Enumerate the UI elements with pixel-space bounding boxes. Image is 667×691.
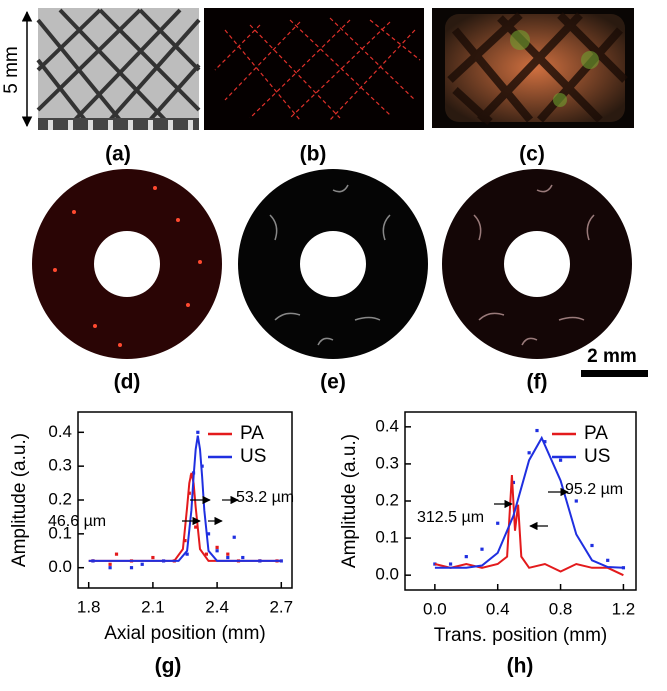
fit-line [434, 435, 624, 569]
panel-label: (f) [527, 371, 548, 394]
data-point [226, 552, 230, 556]
data-point [606, 558, 610, 562]
x-tick-label: 2.4 [205, 597, 229, 616]
y-tick-label: 0.4 [375, 416, 399, 435]
data-point [558, 458, 563, 462]
data-point [196, 430, 200, 434]
x-tick-label: 1.8 [77, 597, 101, 616]
data-point [194, 525, 198, 529]
y-tick-label: 0.0 [48, 557, 72, 576]
x-tick-label: 1.2 [612, 599, 636, 618]
data-point [183, 539, 187, 543]
data-point [496, 521, 500, 525]
data-point [621, 566, 626, 570]
data-point [279, 559, 283, 563]
image-pa [204, 8, 424, 130]
y-axis-label: Amplitude (a.u.) [339, 434, 360, 568]
data-point [226, 555, 230, 560]
legend-label: US [584, 446, 610, 467]
data-point [241, 555, 245, 560]
data-point [232, 535, 236, 539]
data-point [185, 552, 189, 556]
panel-label: (e) [320, 371, 346, 394]
panel-label: (h) [507, 655, 534, 678]
data-point [543, 440, 547, 444]
x-axis-label: Trans. position (mm) [434, 625, 608, 646]
data-point [215, 549, 219, 553]
image-overlay [432, 8, 634, 128]
image-pa-cross [32, 169, 222, 359]
data-point [480, 547, 484, 551]
data-point [215, 545, 219, 549]
data-point [527, 451, 531, 455]
data-point [204, 552, 208, 556]
scale-label: 2 mm [587, 346, 637, 367]
data-point [433, 562, 437, 566]
data-point [140, 562, 144, 566]
x-axis-label: Axial position (mm) [104, 623, 266, 644]
y-tick-label: 0.0 [375, 565, 399, 584]
legend-label: US [240, 446, 266, 467]
y-tick-label: 0.3 [375, 453, 399, 472]
fit-line [88, 472, 282, 562]
y-axis-label: Amplitude (a.u.) [9, 433, 30, 567]
image-us-cross [238, 169, 428, 359]
scale-label: 5 mm [1, 46, 22, 94]
x-tick-label: 2.7 [269, 597, 293, 616]
panel-label: (g) [155, 655, 182, 678]
data-point [535, 428, 539, 433]
panel-label: (b) [300, 143, 327, 166]
panel-label: (d) [114, 371, 141, 394]
y-tick-label: 0.2 [48, 489, 72, 508]
data-point [114, 552, 119, 556]
photo-stent [36, 8, 201, 130]
annotation: 312.5 µm [417, 509, 484, 526]
image-overlay-cross [442, 169, 632, 359]
panel-label: (a) [105, 143, 131, 166]
panel-label: (c) [519, 143, 545, 166]
data-point [590, 543, 594, 548]
x-tick-label: 0.8 [549, 599, 573, 618]
data-point [464, 555, 468, 559]
annotation: 46.6 µm [48, 513, 106, 530]
data-point [574, 499, 578, 503]
data-point [129, 566, 134, 570]
annotation: 95.2 µm [565, 481, 623, 498]
data-point [108, 562, 112, 566]
legend-label: PA [584, 423, 608, 444]
y-tick-label: 0.2 [375, 490, 399, 509]
y-tick-label: 0.1 [48, 523, 72, 542]
x-tick-label: 0.4 [486, 599, 510, 618]
x-tick-label: 0.0 [423, 599, 447, 618]
data-point [108, 566, 112, 570]
legend-label: PA [240, 423, 264, 444]
scale-bar [581, 370, 648, 377]
data-point [448, 562, 453, 566]
y-tick-label: 0.3 [48, 456, 72, 475]
data-point [511, 480, 516, 485]
y-tick-label: 0.4 [48, 422, 72, 441]
fit-line [88, 435, 282, 562]
y-tick-label: 0.1 [375, 528, 399, 547]
data-point [206, 532, 211, 536]
annotation: 53.2 µm [236, 489, 294, 506]
x-tick-label: 2.1 [141, 597, 165, 616]
data-point [151, 555, 155, 560]
